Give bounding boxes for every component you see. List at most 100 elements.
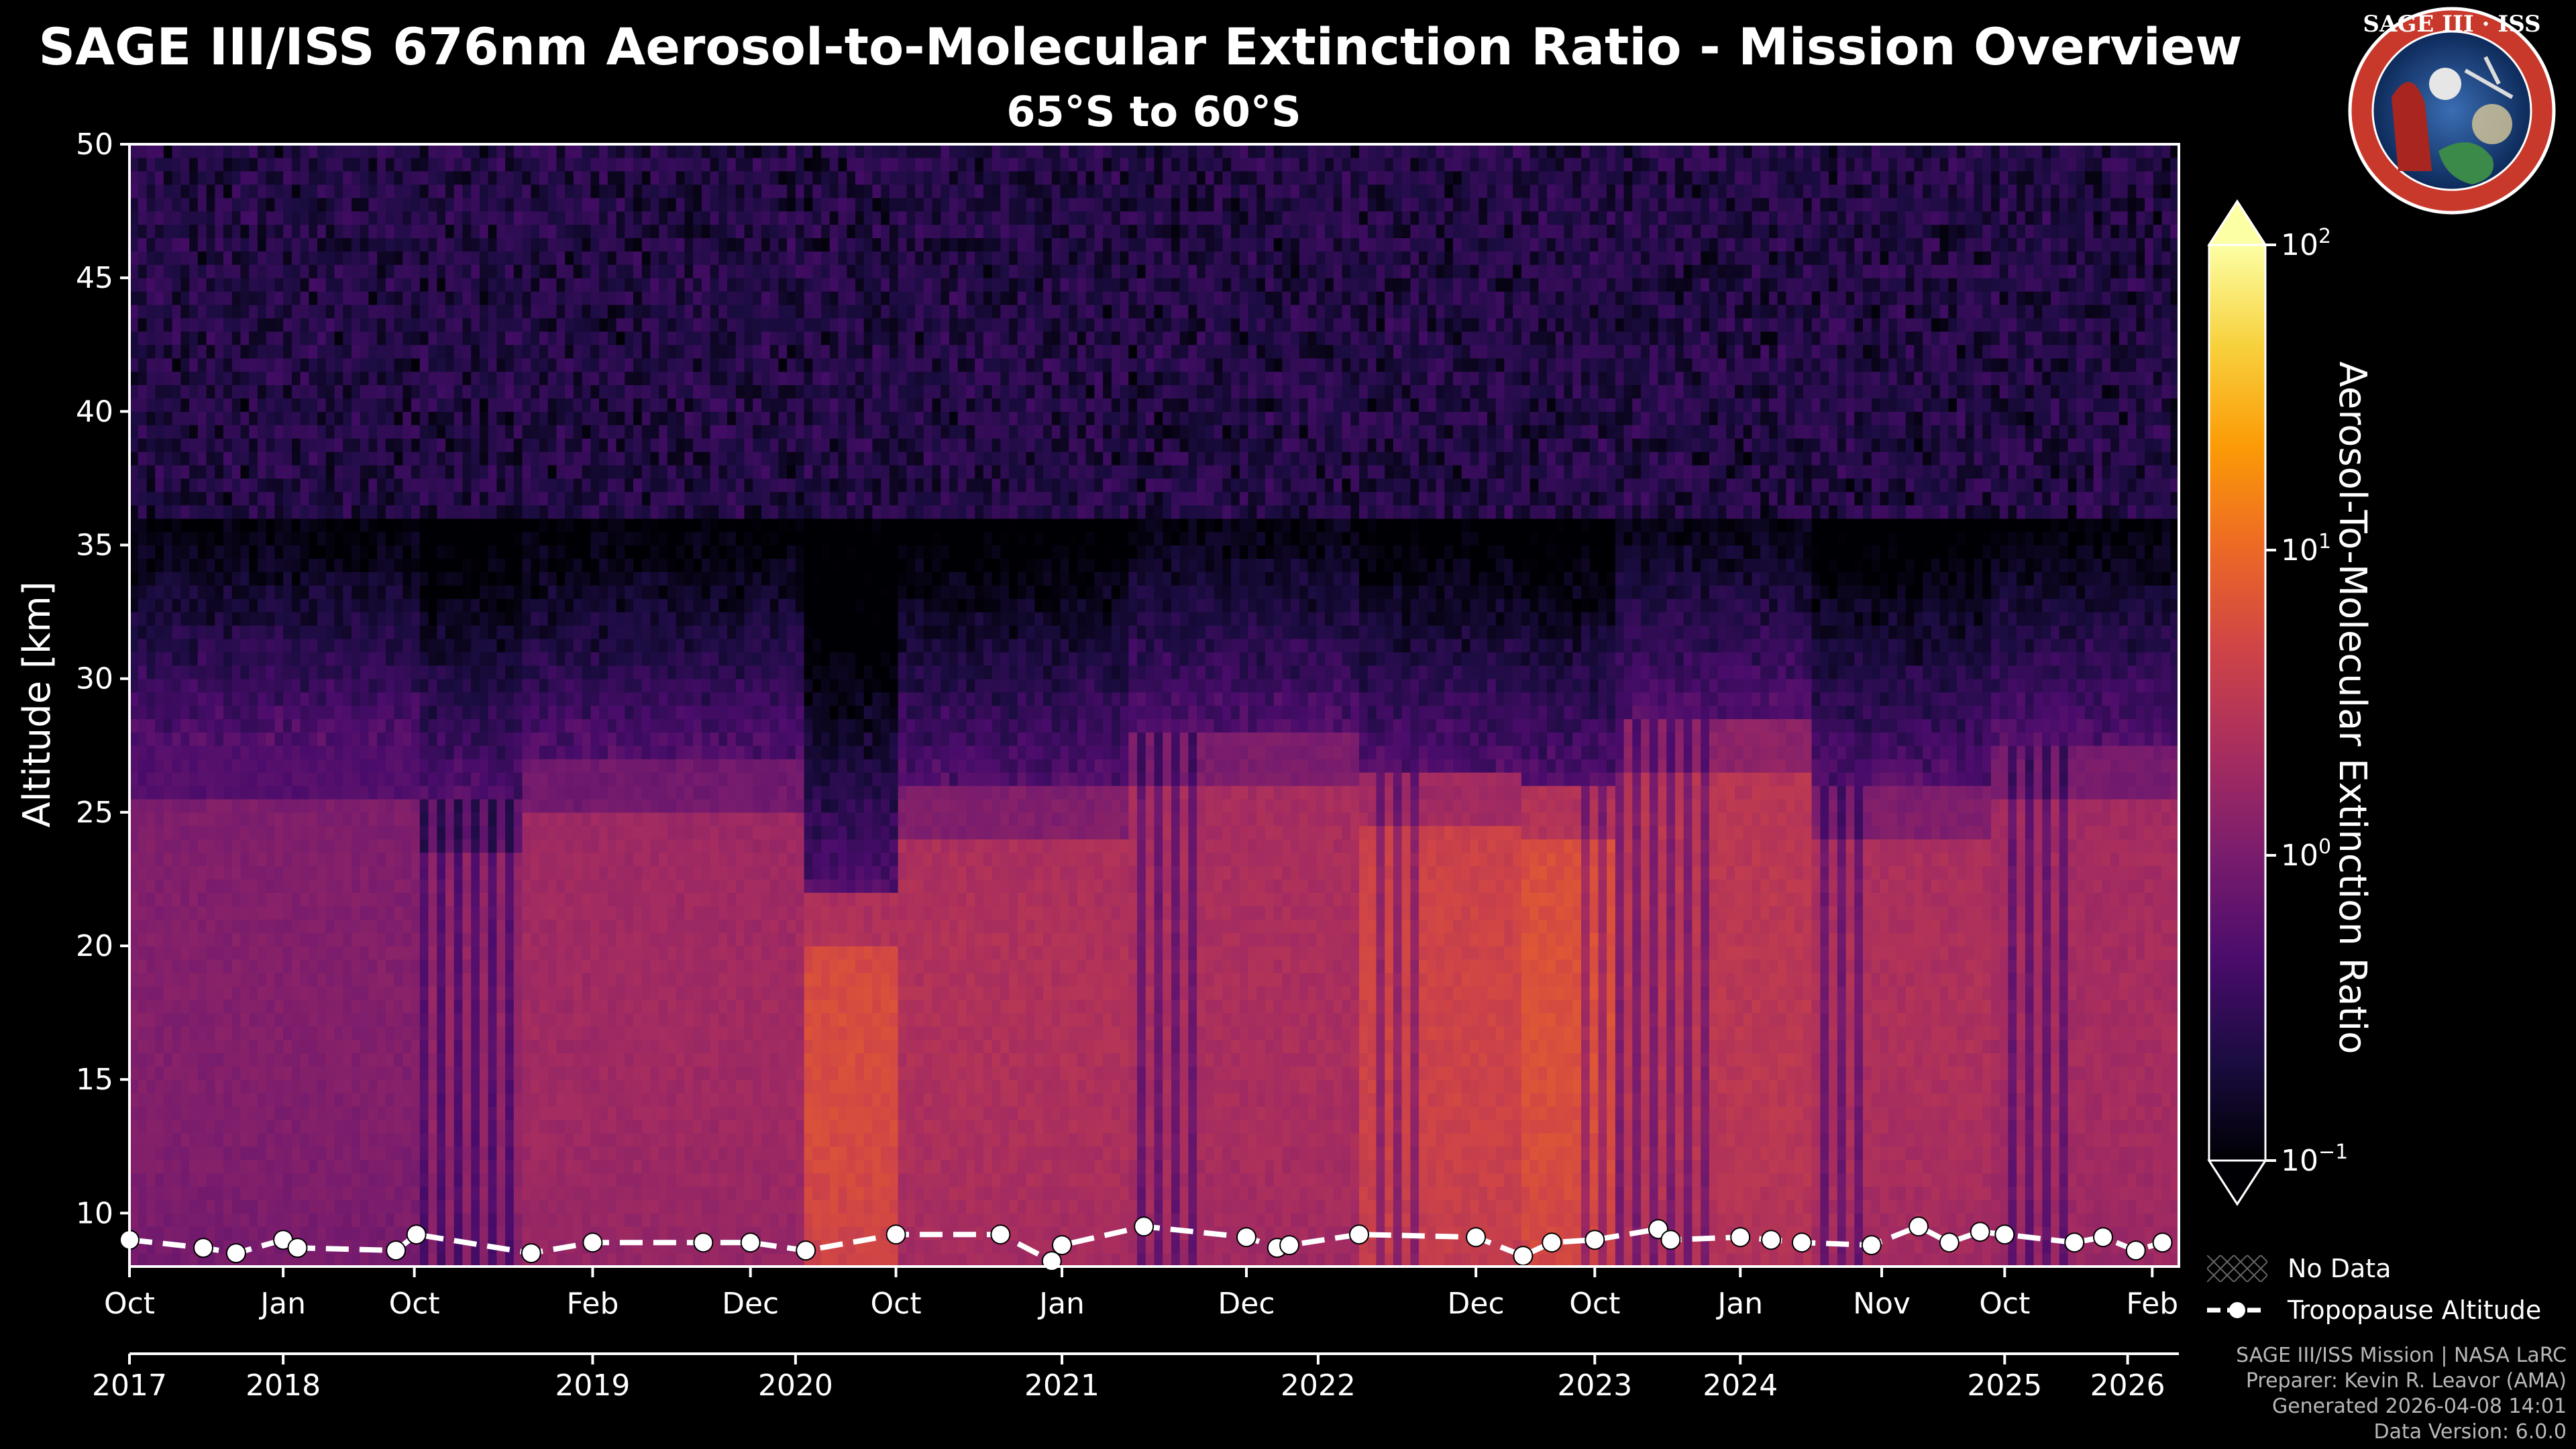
- heatmap-cell: [607, 291, 617, 305]
- heatmap-cell: [249, 211, 258, 225]
- heatmap-cell: [309, 1066, 318, 1080]
- heatmap-cell: [402, 264, 412, 278]
- heatmap-cell: [180, 1146, 190, 1161]
- heatmap-cell: [599, 211, 608, 225]
- heatmap-cell: [488, 798, 497, 813]
- heatmap-cell: [625, 358, 634, 372]
- heatmap-cell: [437, 518, 446, 533]
- heatmap-cell: [547, 598, 557, 612]
- heatmap-cell: [283, 478, 292, 492]
- heatmap-cell: [180, 946, 190, 960]
- heatmap-cell: [206, 1066, 215, 1080]
- heatmap-cell: [471, 170, 480, 185]
- heatmap-cell: [385, 224, 395, 238]
- heatmap-cell: [437, 759, 446, 773]
- heatmap-cell: [428, 545, 437, 559]
- heatmap-cell: [402, 638, 412, 653]
- heatmap-cell: [437, 718, 446, 733]
- heatmap-cell: [385, 772, 395, 786]
- heatmap-cell: [317, 344, 327, 359]
- heatmap-cell: [607, 184, 617, 199]
- heatmap-cell: [394, 598, 403, 612]
- heatmap-cell: [180, 518, 190, 533]
- heatmap-cell: [437, 892, 446, 906]
- heatmap-cell: [539, 1119, 549, 1134]
- heatmap-cell: [590, 852, 600, 867]
- heatmap-cell: [479, 425, 489, 439]
- heatmap-cell: [368, 1039, 378, 1053]
- heatmap-cell: [453, 1026, 463, 1040]
- heatmap-cell: [163, 237, 173, 252]
- heatmap-cell: [394, 344, 403, 359]
- heatmap-cell: [513, 946, 523, 960]
- heatmap-cell: [206, 331, 215, 345]
- heatmap-cell: [197, 358, 207, 372]
- heatmap-cell: [180, 865, 190, 879]
- heatmap-cell: [428, 1173, 437, 1187]
- heatmap-cell: [206, 1039, 215, 1053]
- heatmap-cell: [453, 919, 463, 933]
- heatmap-cell: [334, 237, 343, 252]
- heatmap-cell: [496, 1053, 506, 1067]
- heatmap-cell: [437, 1079, 446, 1093]
- heatmap-cell: [240, 705, 250, 719]
- heatmap-cell: [377, 678, 386, 693]
- heatmap-cell: [607, 1132, 617, 1147]
- heatmap-cell: [453, 625, 463, 639]
- heatmap-cell: [231, 251, 241, 265]
- heatmap-cell: [582, 985, 591, 1000]
- heatmap-cell: [231, 786, 241, 800]
- heatmap-cell: [231, 651, 241, 666]
- heatmap-cell: [505, 144, 515, 158]
- heatmap-cell: [547, 465, 557, 479]
- heatmap-cell: [590, 745, 600, 759]
- heatmap-cell: [479, 892, 489, 906]
- heatmap-cell: [539, 1053, 549, 1067]
- heatmap-cell: [172, 786, 181, 800]
- heatmap-cell: [189, 545, 199, 559]
- heatmap-cell: [496, 1026, 506, 1040]
- heatmap-cell: [402, 1012, 412, 1027]
- heatmap-cell: [343, 478, 352, 492]
- heatmap-cell: [590, 1132, 600, 1147]
- heatmap-cell: [385, 331, 395, 345]
- heatmap-cell: [163, 478, 173, 492]
- heatmap-cell: [505, 1213, 515, 1227]
- heatmap-cell: [274, 558, 284, 572]
- heatmap-cell: [317, 651, 327, 666]
- heatmap-cell: [291, 1173, 301, 1187]
- heatmap-cell: [352, 358, 361, 372]
- heatmap-cell: [505, 598, 515, 612]
- heatmap-cell: [249, 732, 258, 746]
- heatmap-cell: [309, 317, 318, 332]
- heatmap-cell: [607, 251, 617, 265]
- heatmap-cell: [453, 531, 463, 546]
- heatmap-cell: [155, 518, 164, 533]
- heatmap-cell: [309, 425, 318, 439]
- heatmap-cell: [453, 972, 463, 987]
- heatmap-cell: [539, 879, 549, 893]
- heatmap-cell: [522, 972, 531, 987]
- heatmap-cell: [172, 839, 181, 853]
- heatmap-cell: [274, 491, 284, 506]
- heatmap-cell: [377, 1146, 386, 1161]
- heatmap-cell: [138, 651, 147, 666]
- heatmap-cell: [129, 572, 139, 586]
- heatmap-cell: [496, 612, 506, 626]
- heatmap-cell: [172, 759, 181, 773]
- heatmap-cell: [445, 1186, 455, 1200]
- heatmap-cell: [377, 906, 386, 920]
- heatmap-cell: [368, 451, 378, 466]
- heatmap-cell: [163, 946, 173, 960]
- heatmap-cell: [352, 184, 361, 199]
- heatmap-cell: [129, 425, 139, 439]
- heatmap-cell: [496, 371, 506, 386]
- heatmap-cell: [513, 772, 523, 786]
- heatmap-cell: [385, 972, 395, 987]
- heatmap-cell: [633, 1186, 643, 1200]
- heatmap-cell: [513, 1119, 523, 1134]
- heatmap-cell: [411, 985, 421, 1000]
- heatmap-cell: [283, 1173, 292, 1187]
- heatmap-cell: [197, 237, 207, 252]
- heatmap-cell: [274, 1173, 284, 1187]
